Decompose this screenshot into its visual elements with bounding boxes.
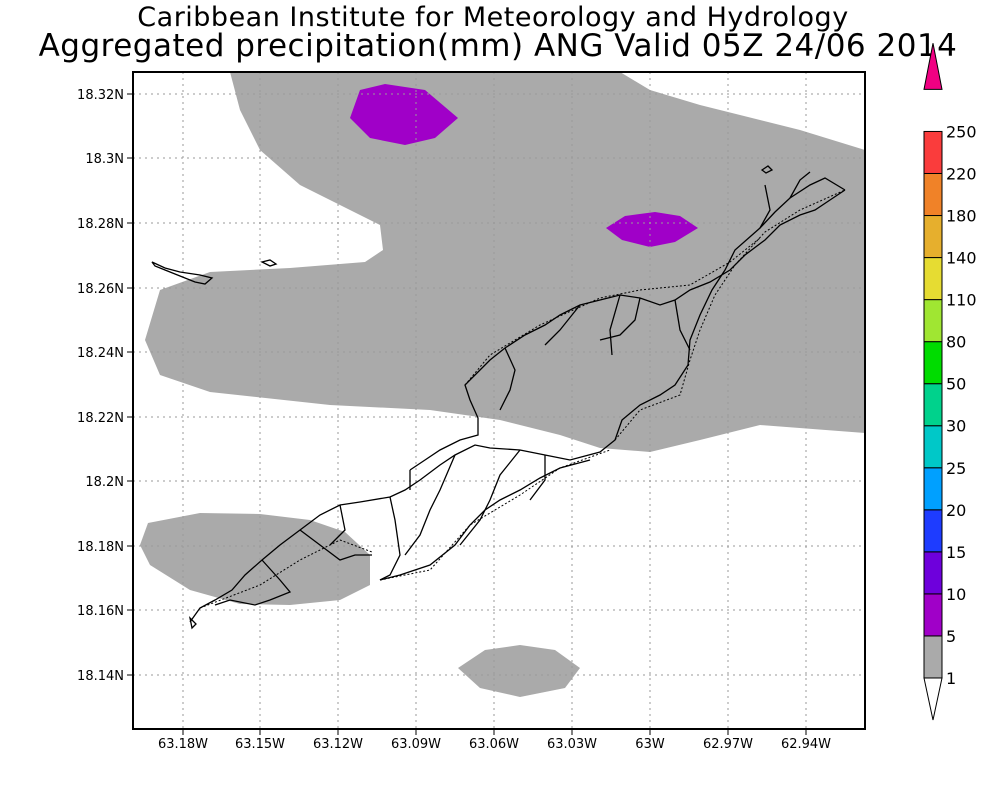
colorbar-label: 110 — [946, 291, 977, 310]
colorbar-label: 80 — [946, 333, 966, 352]
colorbar-label: 1 — [946, 669, 956, 688]
colorbar-swatch — [923, 130, 943, 174]
colorbar-swatch — [923, 257, 943, 301]
colorbar-swatch — [923, 467, 943, 511]
colorbar-cap-low — [923, 677, 943, 721]
lat-label: 18.2N — [85, 475, 124, 490]
lat-label: 18.22N — [77, 411, 124, 426]
lon-label: 63.15W — [235, 737, 285, 752]
lon-label: 62.97W — [703, 737, 753, 752]
lat-label: 18.28N — [77, 217, 124, 232]
lon-ticks — [182, 729, 807, 735]
lat-label: 18.18N — [77, 540, 124, 555]
colorbar-label: 20 — [946, 501, 966, 520]
precip-area-gray-southwest — [140, 513, 370, 605]
lon-label: 63.09W — [391, 737, 441, 752]
chart-title: Caribbean Institute for Meteorology and … — [137, 2, 849, 33]
colorbar-label: 25 — [946, 459, 966, 478]
precip-area-gray-north — [145, 72, 865, 452]
lon-label: 63.06W — [469, 737, 519, 752]
lon-tick-labels: 63.18W 63.15W 63.12W 63.09W 63.06W 63.03… — [158, 737, 831, 752]
colorbar-swatch — [923, 215, 943, 259]
colorbar-swatch — [923, 509, 943, 553]
colorbar-cap-high — [923, 43, 943, 90]
precip-area-purple-north — [350, 84, 458, 145]
lon-label: 63.12W — [313, 737, 363, 752]
map-area — [133, 72, 865, 729]
precip-area-gray-south — [458, 645, 580, 697]
colorbar-swatch — [923, 593, 943, 637]
colorbar-label: 30 — [946, 417, 966, 436]
colorbar-label: 15 — [946, 543, 966, 562]
colorbar-swatch — [923, 383, 943, 427]
colorbar-swatch — [923, 172, 943, 217]
lat-label: 18.16N — [77, 604, 124, 619]
colorbar-label: 140 — [946, 249, 977, 268]
island-outline — [151, 165, 846, 630]
chart-subtitle: Aggregated precipitation(mm) ANG Valid 0… — [38, 28, 958, 64]
lon-label: 62.94W — [781, 737, 831, 752]
lat-label: 18.3N — [85, 152, 124, 167]
lon-label: 63.03W — [547, 737, 597, 752]
lat-tick-labels: 18.32N 18.3N 18.28N 18.26N 18.24N 18.22N… — [77, 88, 124, 684]
colorbar-swatch — [923, 635, 943, 679]
lat-label: 18.32N — [77, 88, 124, 103]
map-frame — [132, 71, 866, 730]
colorbar-label: 10 — [946, 585, 966, 604]
coastline-hatching — [199, 189, 846, 609]
precip-area-purple-east — [606, 212, 698, 247]
lat-ticks — [127, 93, 133, 676]
lon-label: 63W — [635, 737, 665, 752]
colorbar-swatch — [923, 341, 943, 385]
colorbar-swatch — [923, 551, 943, 595]
lat-label: 18.26N — [77, 282, 124, 297]
colorbar-label: 50 — [946, 375, 966, 394]
colorbar-label: 5 — [946, 627, 956, 646]
colorbar-label: 180 — [946, 207, 977, 226]
colorbar-label: 220 — [946, 164, 977, 183]
colorbar-swatch — [923, 299, 943, 343]
lat-label: 18.14N — [77, 669, 124, 684]
lon-label: 63.18W — [158, 737, 208, 752]
lat-label: 18.24N — [77, 346, 124, 361]
colorbar-label: 250 — [946, 122, 977, 141]
colorbar-swatch — [923, 425, 943, 469]
